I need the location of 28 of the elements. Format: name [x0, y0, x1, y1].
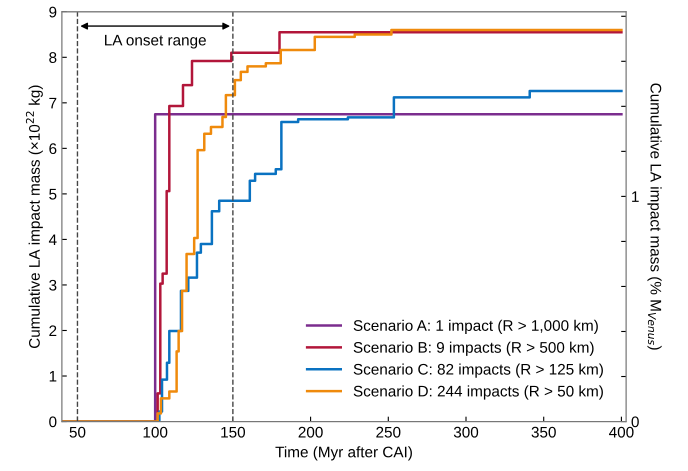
y-axis-title: Cumulative LA impact mass (×10$^{22}$ kg) [26, 86, 43, 348]
y-tick-label: 3 [49, 280, 56, 291]
y2-tick-label: 0 [632, 416, 639, 428]
legend-label: Scenario A: 1 impact (R > 1,000 km) [354, 320, 598, 334]
x-tick-label: 300 [454, 426, 478, 438]
legend-label: Scenario D: 244 impacts (R > 50 km) [354, 385, 603, 400]
x-tick-label: 400 [609, 426, 634, 438]
x-tick-label: 350 [532, 426, 556, 438]
x-axis-title: Time (Myr after CAI) [275, 446, 412, 460]
x-tick-label: 200 [298, 426, 323, 438]
y-tick-label: 2 [49, 325, 56, 336]
x-tick-label: 50 [70, 426, 86, 438]
x-tick-label: 250 [376, 426, 400, 438]
y-tick-label: 4 [48, 234, 57, 245]
x-tick-label: 100 [144, 426, 168, 438]
y-tick-label: 8 [49, 52, 56, 63]
legend-label: Scenario C: 82 impacts (R > 125 km) [354, 363, 603, 378]
y-tick-label: 0 [49, 416, 56, 428]
y-tick-label: 6 [49, 143, 56, 154]
annotation: LA onset range [105, 34, 206, 49]
y-tick-label: 1 [50, 371, 56, 382]
y-tick-label: 5 [49, 188, 56, 200]
y-tick-label: 9 [49, 6, 56, 18]
y2-tick-label: 1 [632, 191, 639, 202]
y2-axis-title: Cumulative LA impact mass (% M$_{Venus}$) [647, 83, 662, 350]
legend-label: Scenario B: 9 impacts (R > 500 km) [354, 342, 594, 356]
y-tick-label: 7 [49, 98, 56, 108]
x-tick-label: 150 [221, 426, 246, 438]
